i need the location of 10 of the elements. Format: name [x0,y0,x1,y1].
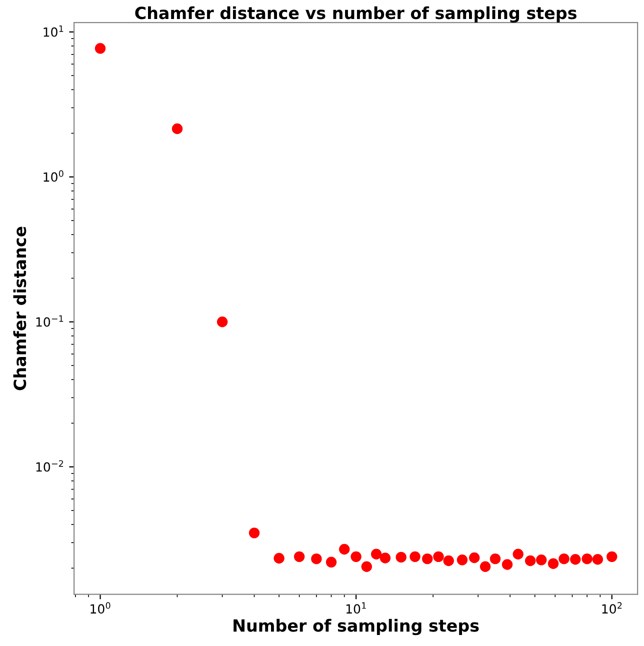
chart-title: Chamfer distance vs number of sampling steps [135,6,576,23]
x-tick-label: 10$^{0}$ [90,602,110,614]
y-axis-title: Chamfer distance [13,226,26,390]
y-tick-label: 10$^{1}$ [44,25,64,37]
y-tick-label: 10$^{−1}$ [36,315,64,327]
y-tick-label: 10$^{−2}$ [36,460,64,472]
y-tick-label: 10$^{0}$ [44,170,64,182]
x-tick-label: 10$^{1}$ [346,602,366,614]
x-tick-label: 10$^{2}$ [602,602,622,614]
x-axis-title: Number of sampling steps [234,618,479,636]
